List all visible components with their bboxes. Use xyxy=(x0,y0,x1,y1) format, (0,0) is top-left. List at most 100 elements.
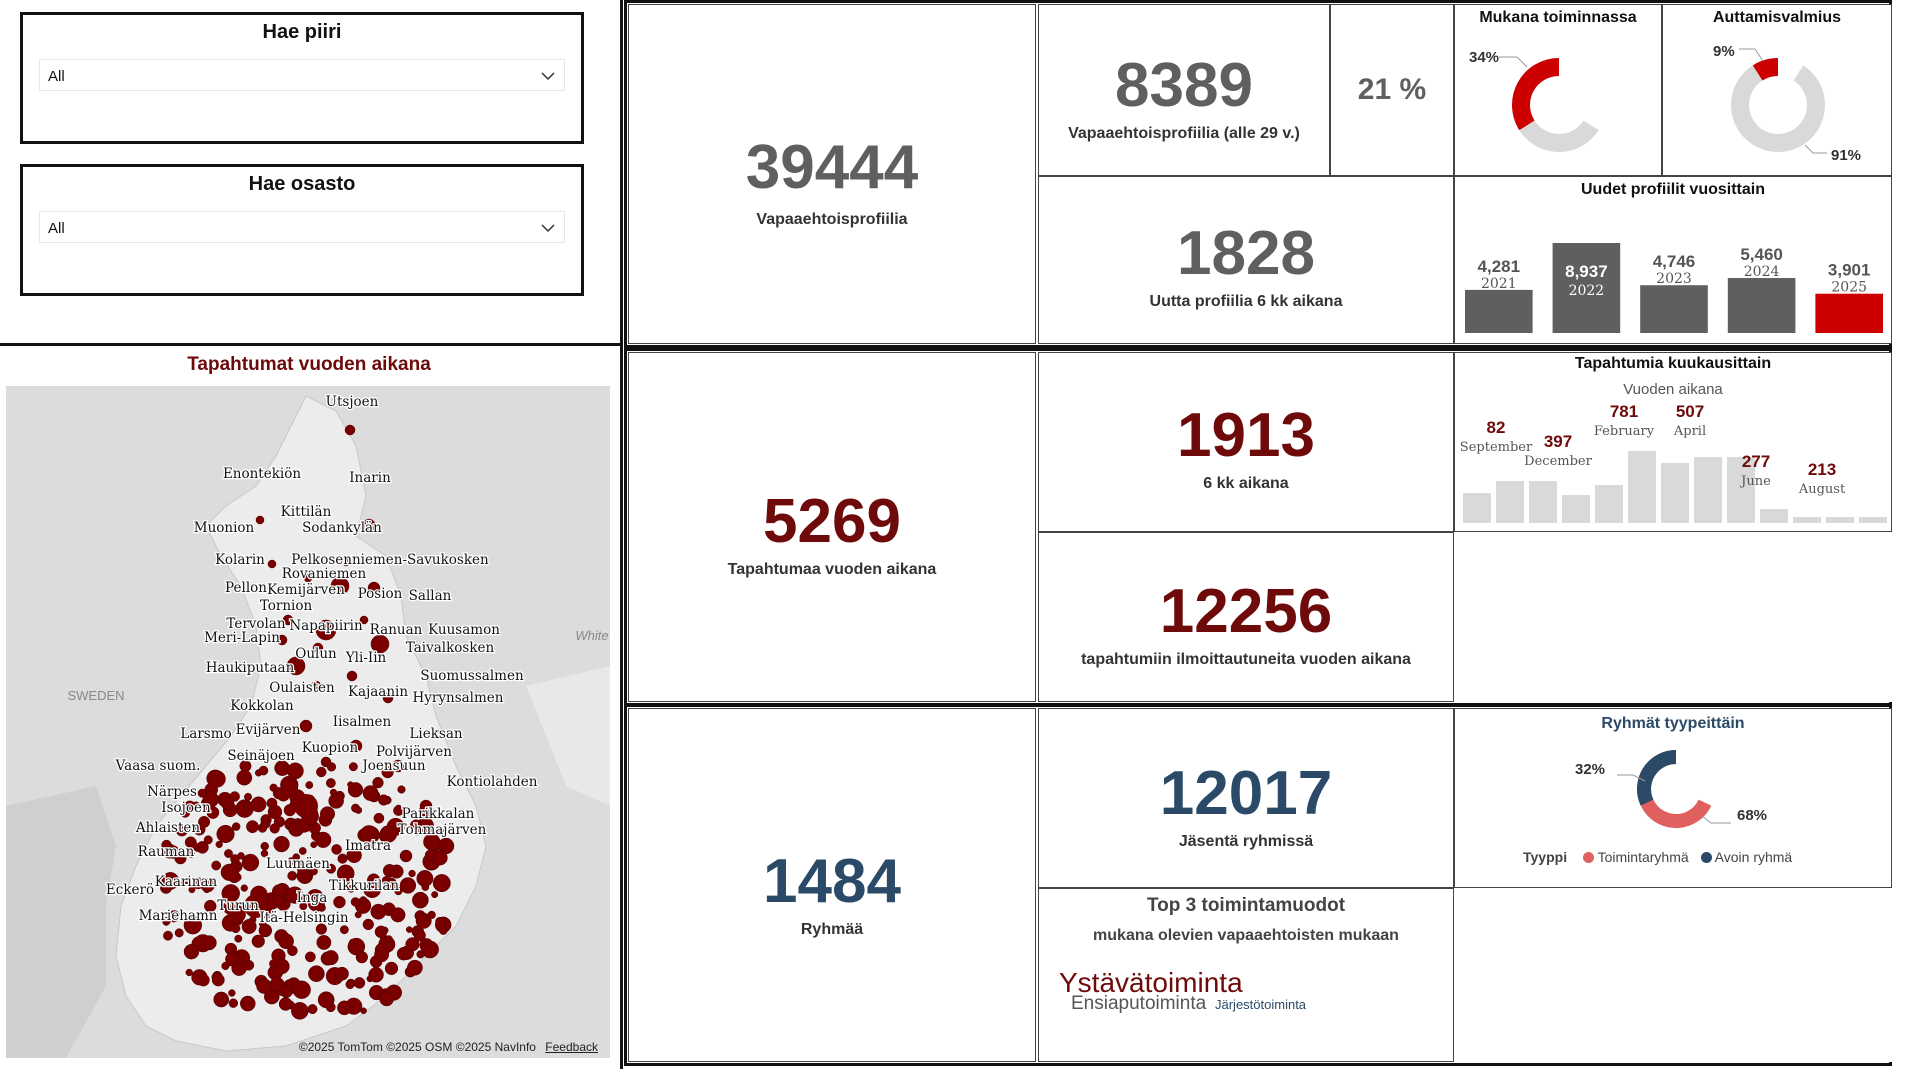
event-marker[interactable] xyxy=(315,923,327,935)
event-marker[interactable] xyxy=(344,424,356,436)
event-marker[interactable] xyxy=(174,928,184,938)
event-marker[interactable] xyxy=(287,857,296,865)
event-marker[interactable] xyxy=(409,819,423,832)
month-bar[interactable] xyxy=(1463,493,1491,523)
event-marker[interactable] xyxy=(329,788,338,797)
event-marker[interactable] xyxy=(292,980,311,999)
event-marker[interactable] xyxy=(416,950,425,959)
event-marker[interactable] xyxy=(225,952,240,967)
groups-type-donut[interactable] xyxy=(1455,739,1893,849)
month-bar[interactable] xyxy=(1859,517,1887,523)
event-marker[interactable] xyxy=(291,1002,309,1020)
month-bar[interactable] xyxy=(1529,481,1557,523)
event-marker[interactable] xyxy=(294,794,318,818)
active-donut-chart[interactable] xyxy=(1455,27,1663,177)
event-marker[interactable] xyxy=(283,804,296,817)
event-marker[interactable] xyxy=(312,642,324,654)
event-marker[interactable] xyxy=(308,965,325,982)
event-marker[interactable] xyxy=(391,759,405,773)
event-marker[interactable] xyxy=(360,1007,367,1015)
event-marker[interactable] xyxy=(385,935,393,943)
event-marker[interactable] xyxy=(359,896,368,904)
event-marker[interactable] xyxy=(258,765,269,776)
donut-slice-not-ready[interactable] xyxy=(1731,58,1825,152)
event-marker[interactable] xyxy=(331,844,342,855)
event-marker[interactable] xyxy=(347,885,355,893)
event-marker[interactable] xyxy=(362,785,379,802)
event-marker[interactable] xyxy=(370,634,390,654)
event-marker[interactable] xyxy=(241,918,257,934)
event-marker[interactable] xyxy=(241,853,260,872)
event-marker[interactable] xyxy=(180,878,190,887)
event-marker[interactable] xyxy=(349,739,363,753)
event-marker[interactable] xyxy=(227,904,246,924)
event-marker[interactable] xyxy=(230,854,240,864)
event-marker[interactable] xyxy=(378,794,390,806)
event-marker[interactable] xyxy=(175,823,189,837)
event-marker[interactable] xyxy=(244,894,268,918)
event-marker[interactable] xyxy=(299,719,313,733)
event-marker[interactable] xyxy=(286,656,306,676)
event-marker[interactable] xyxy=(381,766,394,779)
event-marker[interactable] xyxy=(240,884,248,892)
event-marker[interactable] xyxy=(399,849,413,863)
monthly-events-chart[interactable]: 82 September 397 December 781 February 507 Apri… xyxy=(1455,399,1893,529)
event-marker[interactable] xyxy=(203,835,213,845)
event-marker[interactable] xyxy=(315,619,337,641)
event-marker[interactable] xyxy=(359,825,379,844)
event-marker[interactable] xyxy=(266,797,278,809)
map-feedback-link[interactable]: Feedback xyxy=(545,1040,598,1054)
event-marker[interactable] xyxy=(346,670,358,682)
event-marker[interactable] xyxy=(169,914,178,923)
event-marker[interactable] xyxy=(407,959,423,976)
event-marker[interactable] xyxy=(393,805,404,816)
event-marker[interactable] xyxy=(336,864,355,883)
event-marker[interactable] xyxy=(231,822,241,831)
event-marker[interactable] xyxy=(187,840,198,851)
event-marker[interactable] xyxy=(250,796,267,813)
event-marker[interactable] xyxy=(278,997,293,1011)
event-marker[interactable] xyxy=(163,930,173,941)
year-bar[interactable] xyxy=(1640,285,1708,333)
event-marker[interactable] xyxy=(326,863,336,874)
event-marker[interactable] xyxy=(339,925,349,935)
year-bar[interactable] xyxy=(1552,243,1621,333)
month-bar[interactable] xyxy=(1793,517,1821,523)
event-marker[interactable] xyxy=(276,788,291,802)
event-marker[interactable] xyxy=(354,806,363,814)
event-marker[interactable] xyxy=(244,792,252,801)
event-marker[interactable] xyxy=(382,692,394,704)
month-bar[interactable] xyxy=(1760,509,1788,523)
event-marker[interactable] xyxy=(431,891,439,899)
event-marker[interactable] xyxy=(282,614,294,626)
donut-slice-avoin[interactable] xyxy=(1637,750,1677,806)
event-marker[interactable] xyxy=(381,876,391,886)
event-marker[interactable] xyxy=(309,867,318,876)
event-marker[interactable] xyxy=(379,825,398,843)
event-marker[interactable] xyxy=(362,918,374,931)
event-marker[interactable] xyxy=(316,935,332,950)
event-marker[interactable] xyxy=(368,967,384,983)
month-bar[interactable] xyxy=(1595,485,1623,523)
event-marker[interactable] xyxy=(220,795,234,810)
event-marker[interactable] xyxy=(330,576,350,596)
event-marker[interactable] xyxy=(319,806,336,822)
event-marker[interactable] xyxy=(315,831,332,848)
event-marker[interactable] xyxy=(246,820,259,834)
event-marker[interactable] xyxy=(197,973,210,987)
event-marker[interactable] xyxy=(432,874,451,893)
event-marker[interactable] xyxy=(299,902,308,911)
event-marker[interactable] xyxy=(228,998,239,1008)
event-marker[interactable] xyxy=(187,850,195,858)
event-marker[interactable] xyxy=(405,926,413,933)
event-marker[interactable] xyxy=(267,559,277,569)
event-marker[interactable] xyxy=(427,910,436,920)
donut-slice-ready[interactable] xyxy=(1752,58,1779,81)
event-marker[interactable] xyxy=(286,886,304,904)
event-marker[interactable] xyxy=(396,947,411,961)
month-bar[interactable] xyxy=(1496,481,1524,523)
event-marker[interactable] xyxy=(236,769,253,786)
helping-donut-chart[interactable] xyxy=(1663,27,1893,177)
event-marker[interactable] xyxy=(421,940,439,959)
event-marker[interactable] xyxy=(323,950,339,966)
